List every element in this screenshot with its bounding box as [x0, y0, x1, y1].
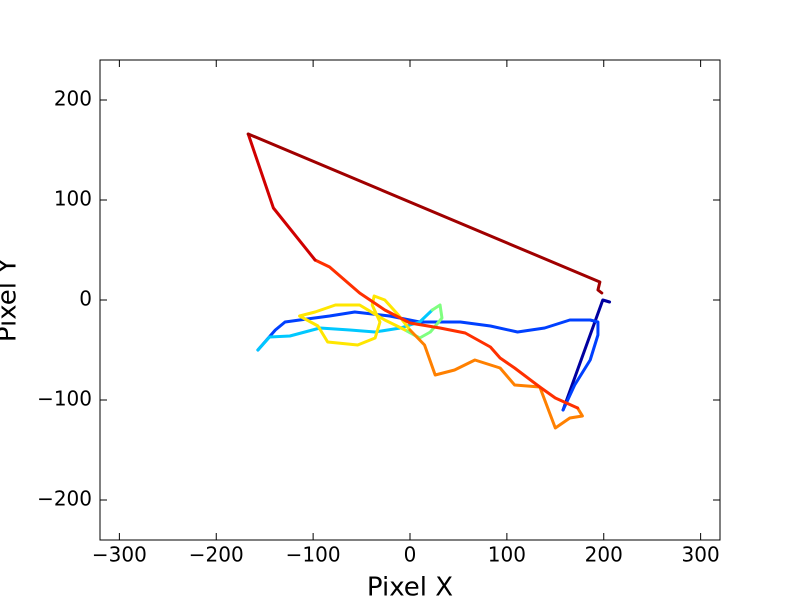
x-axis-label: Pixel X — [367, 573, 453, 600]
x-tick-label: −300 — [92, 543, 147, 567]
y-axis-label: Pixel Y — [0, 258, 23, 342]
trajectory-line — [256, 310, 600, 412]
y-tick-label: −200 — [37, 487, 92, 511]
x-tick-label: −200 — [189, 543, 244, 567]
trajectory-line — [408, 328, 584, 430]
y-tick-label: 100 — [54, 187, 92, 211]
y-tick-label: 200 — [54, 87, 92, 111]
trajectory-line — [246, 132, 317, 262]
y-tick-label: −100 — [37, 387, 92, 411]
x-tick-label: −100 — [286, 543, 341, 567]
trajectory-line — [561, 298, 612, 412]
trajectory-line — [313, 258, 580, 410]
x-tick-label: 200 — [585, 543, 623, 567]
trajectory-line — [246, 132, 604, 295]
y-tick-label: 0 — [79, 287, 92, 311]
x-tick-label: 0 — [404, 543, 417, 567]
x-tick-label: 100 — [488, 543, 526, 567]
x-tick-label: 300 — [682, 543, 720, 567]
trajectory-line — [298, 294, 412, 347]
